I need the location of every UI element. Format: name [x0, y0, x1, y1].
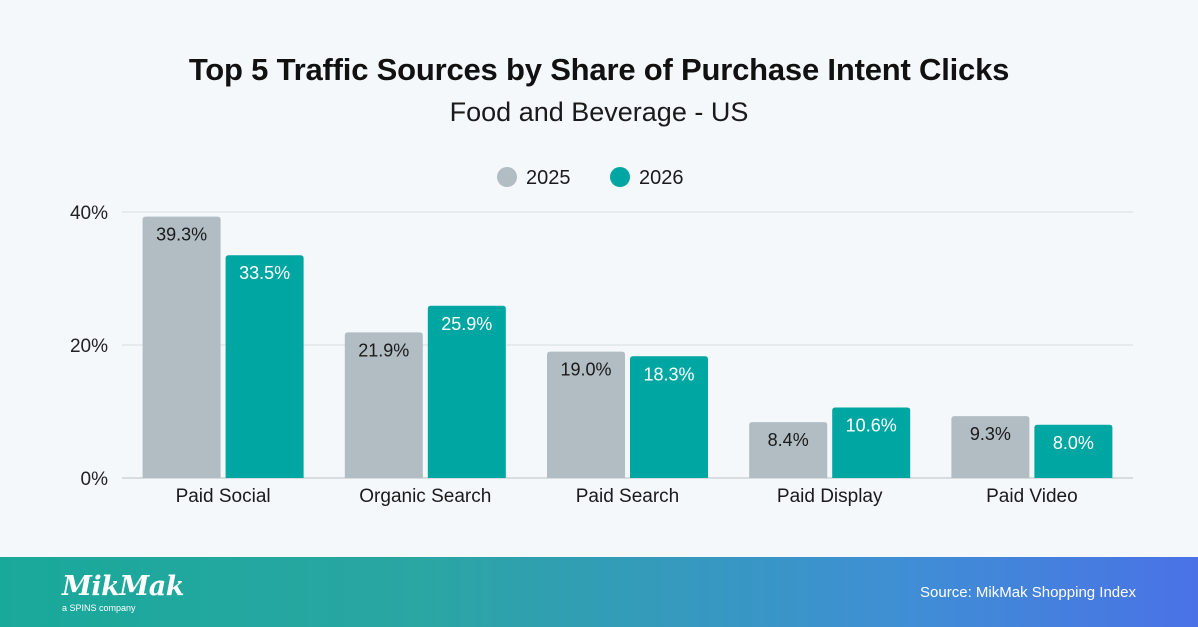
- x-tick-label: Organic Search: [359, 486, 491, 507]
- data-label: 39.3%: [156, 225, 207, 245]
- chart-subtitle: Food and Beverage - US: [449, 97, 749, 127]
- x-tick-label: Paid Display: [777, 486, 883, 507]
- data-label: 19.0%: [560, 360, 611, 380]
- y-tick-label: 0%: [81, 469, 109, 490]
- bar-chart: 0% 20% 40% 2025 2026 39.3% 33.5% Paid Social 21.…: [70, 167, 1133, 507]
- data-label: 10.6%: [846, 416, 897, 436]
- bar: [832, 407, 911, 478]
- bar: [427, 305, 506, 478]
- bar: [1034, 424, 1113, 478]
- y-tick-label: 20%: [70, 336, 108, 357]
- bar: [749, 422, 828, 478]
- legend-swatch: [497, 167, 517, 187]
- data-label: 25.9%: [441, 314, 492, 334]
- footer-banner: MikMak a SPINS company Source: MikMak Sh…: [0, 557, 1198, 627]
- legend-label: 2025: [526, 167, 571, 189]
- data-label: 33.5%: [239, 263, 290, 283]
- logo-tagline: a SPINS company: [62, 603, 136, 613]
- data-label: 21.9%: [358, 340, 409, 360]
- x-tick-label: Paid Social: [176, 486, 271, 507]
- y-tick-label: 40%: [70, 203, 108, 224]
- bar: [225, 255, 304, 478]
- legend-swatch: [610, 167, 630, 187]
- x-tick-label: Paid Video: [986, 486, 1078, 507]
- data-label: 9.3%: [970, 424, 1011, 444]
- bar: [142, 216, 221, 478]
- x-tick-label: Paid Search: [576, 486, 680, 507]
- chart-title: Top 5 Traffic Sources by Share of Purcha…: [188, 52, 1010, 87]
- data-label: 18.3%: [643, 364, 694, 384]
- data-label: 8.0%: [1053, 433, 1094, 453]
- bar: [547, 351, 625, 478]
- bar: [630, 356, 708, 478]
- bar: [951, 416, 1030, 478]
- data-label: 8.4%: [768, 430, 809, 450]
- source-note: Source: MikMak Shopping Index: [920, 584, 1136, 601]
- legend-label: 2026: [639, 167, 684, 189]
- mikmak-logo: MikMak: [62, 571, 184, 602]
- bar: [344, 332, 423, 478]
